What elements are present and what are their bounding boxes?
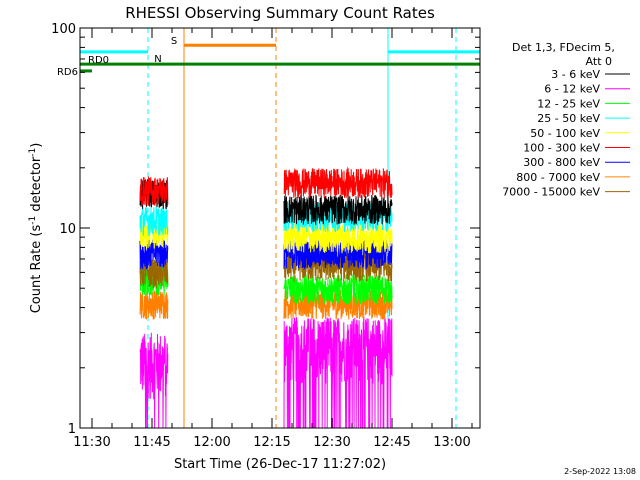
x-axis-label: Start Time (26-Dec-17 11:27:02) bbox=[174, 457, 386, 472]
x-tick-label-6: 12:45 bbox=[373, 435, 410, 450]
flag-label-1: N bbox=[154, 54, 161, 65]
y-tick-label-3: 100 bbox=[51, 22, 76, 37]
x-tick-label-5: 12:30 bbox=[313, 435, 350, 450]
legend-entry-6: 100 - 300 keV bbox=[523, 142, 600, 155]
legend-entry-7: 300 - 800 keV bbox=[523, 156, 600, 169]
footer-date: 2-Sep-2022 13:08 bbox=[564, 467, 636, 476]
legend-entry-9: 7000 - 15000 keV bbox=[502, 186, 600, 199]
flag-label-2: S bbox=[171, 36, 177, 47]
y-axis-label: Count Rate (s-1 detector-1) bbox=[28, 143, 44, 314]
y-tick-label-2: 10 bbox=[59, 222, 76, 237]
legend-entry-5: 50 - 100 keV bbox=[530, 127, 600, 140]
chart-title: RHESSI Observing Summary Count Rates bbox=[125, 4, 435, 22]
legend-entry-2: 6 - 12 keV bbox=[544, 83, 600, 96]
x-tick-label-3: 12:00 bbox=[193, 435, 230, 450]
legend-header-2: Att 0 bbox=[586, 55, 612, 68]
x-tick-label-2: 11:45 bbox=[133, 435, 170, 450]
legend-entry-3: 12 - 25 keV bbox=[537, 97, 600, 110]
flag-label-3: RD0 bbox=[88, 55, 109, 66]
y-tick-label-1: 1 bbox=[68, 422, 76, 437]
legend-entry-8: 800 - 7000 keV bbox=[516, 171, 600, 184]
legend-header-1: Det 1,3, FDecim 5, bbox=[512, 41, 615, 54]
x-tick-label-4: 12:15 bbox=[253, 435, 290, 450]
legend-entry-1: 3 - 6 keV bbox=[551, 68, 600, 81]
plot-area: NS RD0 RD6 bbox=[57, 28, 480, 429]
axes: 1 10 100 11:30 11:45 12:00 12:15 12:30 12:45 13:0… bbox=[51, 22, 480, 450]
flag-label-4: RD6 bbox=[57, 67, 78, 78]
x-tick-label-1: 11:30 bbox=[73, 435, 110, 450]
legend: Det 1,3, FDecim 5,Att 03 - 6 keV 6 - 12 k… bbox=[502, 41, 630, 199]
x-tick-label-7: 13:00 bbox=[433, 435, 470, 450]
series-line-6 bbox=[139, 166, 393, 206]
legend-entry-4: 25 - 50 keV bbox=[537, 112, 600, 125]
